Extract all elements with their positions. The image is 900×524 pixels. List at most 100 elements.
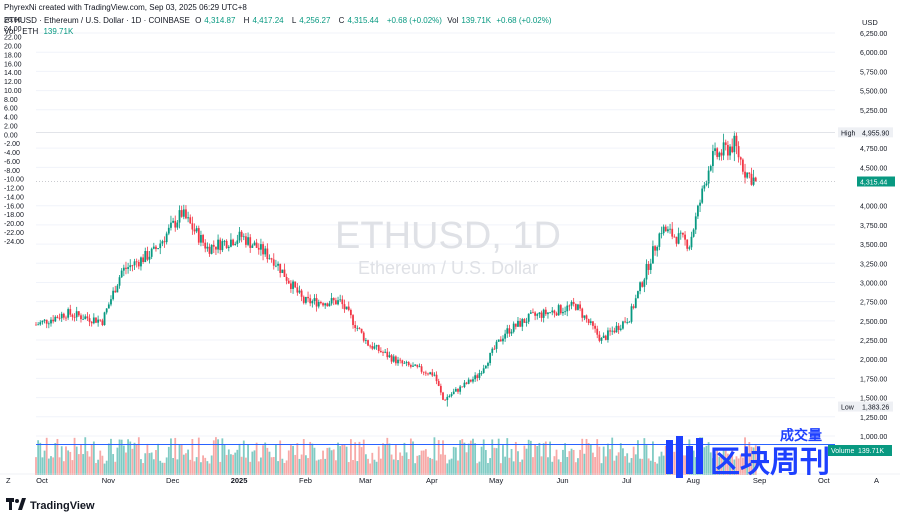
candle-body bbox=[439, 385, 442, 393]
right-axis: USD 6,250.00 6,000.00 5,750.00 5,500.00 5,250… bbox=[828, 18, 895, 456]
candle-body bbox=[382, 352, 384, 353]
candle-body bbox=[170, 222, 172, 228]
left-tick-label: -12.00 bbox=[4, 186, 24, 193]
candle-body bbox=[165, 233, 168, 243]
candle-body bbox=[125, 267, 127, 269]
volume-bar bbox=[234, 452, 237, 475]
volume-bar bbox=[506, 438, 509, 475]
volume-bar bbox=[547, 457, 549, 475]
volume-bars bbox=[35, 437, 757, 475]
left-tick-label: -4.00 bbox=[4, 150, 20, 157]
candle-body bbox=[236, 240, 239, 244]
symbol-legend[interactable]: ETHUSD · Ethereum / U.S. Dollar · 1D · C… bbox=[4, 16, 555, 25]
candle-body bbox=[656, 246, 659, 251]
tradingview-footer[interactable]: TradingView bbox=[6, 498, 95, 513]
volume-bar bbox=[302, 439, 305, 475]
candle-body bbox=[230, 239, 232, 247]
candle-body bbox=[444, 399, 447, 401]
candle-body bbox=[116, 285, 119, 293]
volume-bar bbox=[285, 460, 288, 475]
candle-body bbox=[90, 321, 93, 324]
vol-value: 139.71K bbox=[461, 16, 492, 25]
volume-bar bbox=[684, 455, 686, 475]
candle-body bbox=[86, 316, 89, 319]
x-tick-label: Jun bbox=[556, 476, 568, 485]
volume-bar bbox=[714, 453, 716, 475]
candle-body bbox=[118, 277, 121, 286]
candle-body bbox=[729, 146, 731, 156]
volume-bar bbox=[598, 446, 601, 475]
volume-bar bbox=[754, 445, 757, 475]
candle-body bbox=[193, 229, 196, 232]
volume-bar bbox=[354, 442, 357, 475]
volume-bar bbox=[474, 443, 477, 475]
candle-body bbox=[542, 309, 545, 318]
candle-body bbox=[379, 350, 382, 353]
candle-body bbox=[532, 312, 534, 314]
right-tick-label: 2,750.00 bbox=[860, 300, 887, 307]
candle-body bbox=[146, 251, 149, 260]
volume-bar bbox=[386, 437, 389, 475]
volume-bar bbox=[174, 437, 177, 475]
volume-bar bbox=[397, 460, 399, 475]
volume-bar bbox=[454, 447, 457, 475]
volume-bar bbox=[185, 453, 187, 475]
volume-bar bbox=[95, 463, 97, 475]
watermark-title: ETHUSD, 1D bbox=[335, 215, 561, 257]
volume-bar bbox=[62, 461, 65, 475]
volume-bar bbox=[82, 454, 85, 475]
candle-body bbox=[731, 146, 734, 153]
volume-bar bbox=[279, 440, 282, 475]
candle-body bbox=[617, 325, 620, 330]
volume-bar bbox=[572, 449, 575, 475]
candle-body bbox=[720, 152, 723, 156]
volume-bar bbox=[553, 456, 556, 475]
symbol-text[interactable]: ETHUSD · Ethereum / U.S. Dollar · 1D · C… bbox=[4, 16, 190, 25]
candle-body bbox=[360, 328, 363, 333]
candle-body bbox=[255, 242, 258, 248]
candle-body bbox=[56, 316, 59, 318]
volume-bar bbox=[159, 460, 162, 475]
left-tick-label: 20.00 bbox=[4, 44, 22, 51]
candle-body bbox=[652, 246, 654, 264]
volume-bar bbox=[744, 437, 746, 475]
candle-body bbox=[219, 239, 222, 251]
candle-body bbox=[137, 261, 140, 267]
volume-bar bbox=[176, 459, 179, 475]
volume-bar bbox=[478, 461, 481, 475]
candle-body bbox=[459, 386, 462, 392]
volume-tag-bg bbox=[828, 445, 892, 456]
volume-bar bbox=[84, 437, 87, 475]
candle-body bbox=[285, 276, 288, 281]
volume-bar bbox=[549, 441, 552, 475]
candle-body bbox=[697, 205, 699, 217]
volume-bar bbox=[390, 454, 393, 475]
candle-body bbox=[482, 368, 485, 373]
volume-bar bbox=[544, 441, 547, 475]
candle-body bbox=[238, 231, 241, 241]
volume-bar bbox=[347, 462, 350, 475]
candle-body bbox=[559, 305, 562, 314]
volume-bar bbox=[566, 456, 569, 475]
vol-eth-label[interactable]: Vol · ETH bbox=[4, 27, 39, 36]
candle-body bbox=[328, 303, 331, 307]
x-tick-label: Sep bbox=[753, 476, 766, 485]
corner-right-label: A bbox=[874, 476, 879, 485]
candle-body bbox=[562, 311, 564, 314]
volume-legend[interactable]: Vol · ETH 139.71K bbox=[4, 27, 76, 36]
candle-body bbox=[452, 391, 455, 395]
volume-bar bbox=[107, 443, 110, 475]
candle-body bbox=[664, 226, 667, 232]
candle-body bbox=[448, 395, 451, 397]
candle-body bbox=[135, 261, 138, 263]
right-tick-label: 2,500.00 bbox=[860, 319, 887, 326]
price-tag-bg bbox=[857, 176, 895, 187]
candle-body bbox=[354, 325, 357, 328]
candle-body bbox=[127, 267, 130, 269]
logo-top-text: 成交量 bbox=[780, 428, 822, 443]
candle-body bbox=[107, 304, 110, 309]
volume-bar bbox=[442, 440, 444, 475]
volume-bar bbox=[362, 439, 365, 475]
